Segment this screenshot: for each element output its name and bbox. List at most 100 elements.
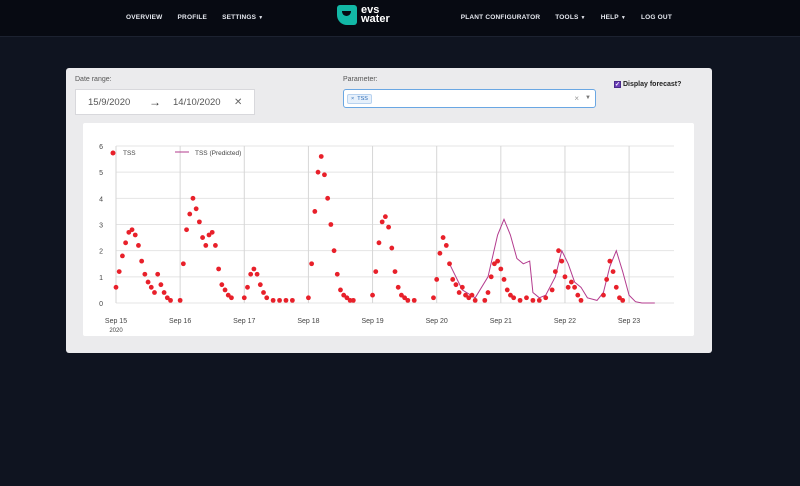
data-point bbox=[572, 284, 577, 290]
data-point bbox=[142, 271, 148, 277]
data-point bbox=[180, 261, 186, 267]
caret-down-icon: ▼ bbox=[620, 15, 626, 21]
data-point bbox=[129, 227, 135, 233]
chevron-down-icon[interactable]: ▼ bbox=[585, 95, 591, 101]
y-tick-label: 6 bbox=[99, 144, 103, 151]
data-point bbox=[257, 282, 263, 288]
data-point bbox=[501, 277, 507, 282]
x-tick-label: Sep 18 bbox=[297, 318, 319, 325]
data-point bbox=[562, 274, 568, 280]
data-point bbox=[200, 235, 205, 240]
data-point bbox=[492, 261, 497, 267]
data-point bbox=[610, 269, 616, 274]
data-point bbox=[379, 219, 385, 225]
x-tick-label: Sep 23 bbox=[618, 318, 640, 325]
data-point bbox=[203, 243, 209, 248]
data-point bbox=[370, 292, 375, 298]
data-point bbox=[190, 195, 196, 201]
y-tick-label: 2 bbox=[99, 249, 103, 256]
logo-line1: evs bbox=[361, 4, 380, 16]
nav-plant-configurator[interactable]: PLANT CONFIGURATOR bbox=[460, 14, 541, 21]
data-point bbox=[248, 271, 254, 277]
x-year-label: 2020 bbox=[109, 328, 123, 334]
data-point bbox=[322, 172, 327, 178]
data-point bbox=[463, 292, 468, 298]
arrow-right-icon: → bbox=[149, 95, 161, 109]
y-tick-label: 1 bbox=[99, 275, 103, 282]
clear-date-icon[interactable]: ✕ bbox=[234, 96, 243, 108]
nav-tools[interactable]: TOOLS ▼ bbox=[555, 14, 585, 21]
data-point bbox=[219, 282, 225, 288]
chart-card: 0 1 2 3 4 5 6 Sep 15 Sep 16 Sep 17 Sep 18 Sep 19 Sep… bbox=[83, 123, 694, 336]
nav-overview[interactable]: OVERVIEW bbox=[126, 14, 163, 21]
data-point bbox=[168, 297, 173, 303]
data-point bbox=[543, 295, 549, 301]
nav-help-label: HELP bbox=[600, 14, 619, 21]
data-point bbox=[123, 240, 129, 246]
start-date-input[interactable]: 15/9/2020 bbox=[88, 96, 131, 108]
nav-right-group: PLANT CONFIGURATOR TOOLS ▼ HELP ▼ LOG OUT bbox=[461, 14, 672, 21]
y-tick-label: 5 bbox=[99, 170, 103, 177]
forecast-toggle[interactable]: ✓ Display forecast? bbox=[614, 81, 681, 88]
logo-icon bbox=[337, 5, 357, 25]
data-point bbox=[549, 287, 555, 293]
data-point bbox=[158, 282, 164, 288]
data-point bbox=[325, 195, 331, 201]
nav-logout[interactable]: LOG OUT bbox=[640, 14, 672, 21]
main-panel: Date range: 15/9/2020 → 14/10/2020 ✕ Par… bbox=[66, 68, 712, 353]
x-tick-label: Sep 19 bbox=[361, 318, 383, 325]
app-logo[interactable]: evs water bbox=[337, 5, 390, 25]
data-point bbox=[450, 277, 456, 282]
data-point bbox=[206, 232, 212, 238]
data-point bbox=[136, 243, 141, 248]
data-point bbox=[578, 297, 584, 303]
y-tick-label: 4 bbox=[99, 196, 103, 203]
data-point bbox=[196, 219, 202, 225]
nav-tools-label: TOOLS bbox=[555, 14, 579, 21]
parameter-chip: × TSS bbox=[347, 94, 372, 104]
data-point bbox=[312, 209, 318, 214]
data-point bbox=[482, 297, 488, 303]
forecast-checkbox[interactable]: ✓ bbox=[614, 81, 621, 88]
y-tick-label: 0 bbox=[99, 301, 103, 308]
data-point bbox=[264, 295, 270, 301]
data-point bbox=[254, 271, 260, 277]
data-point bbox=[331, 248, 337, 254]
caret-down-icon: ▼ bbox=[580, 15, 586, 21]
data-point bbox=[245, 284, 250, 290]
x-tick-label: Sep 17 bbox=[233, 318, 255, 325]
nav-help[interactable]: HELP ▼ bbox=[601, 14, 626, 21]
data-point bbox=[306, 295, 311, 301]
data-point bbox=[213, 243, 218, 248]
data-point bbox=[216, 266, 222, 272]
legend-label-tss-predicted: TSS (Predicted) bbox=[195, 150, 241, 157]
data-point bbox=[261, 290, 266, 295]
data-point bbox=[440, 235, 446, 240]
data-point bbox=[469, 292, 475, 298]
data-point bbox=[120, 253, 125, 259]
end-date-input[interactable]: 14/10/2020 bbox=[173, 96, 221, 108]
data-point bbox=[447, 261, 452, 267]
data-point bbox=[601, 292, 606, 298]
data-point bbox=[568, 279, 574, 285]
data-point bbox=[411, 297, 417, 303]
date-range-picker[interactable]: 15/9/2020 → 14/10/2020 ✕ bbox=[75, 89, 255, 115]
data-point bbox=[318, 154, 324, 159]
nav-settings[interactable]: SETTINGS ▼ bbox=[222, 14, 263, 21]
data-point bbox=[116, 269, 122, 274]
nav-profile[interactable]: PROFILE bbox=[177, 14, 208, 21]
data-point bbox=[556, 248, 561, 254]
caret-down-icon: ▼ bbox=[258, 15, 264, 21]
data-point bbox=[315, 169, 321, 175]
data-point bbox=[559, 258, 565, 264]
clear-parameter-icon[interactable]: × bbox=[574, 94, 579, 103]
chip-remove-icon[interactable]: × bbox=[351, 96, 355, 102]
data-point bbox=[334, 271, 340, 277]
data-point bbox=[456, 290, 462, 295]
data-point bbox=[251, 266, 257, 272]
parameter-select[interactable]: × TSS × ▼ bbox=[343, 89, 596, 108]
data-point bbox=[466, 295, 472, 301]
data-point bbox=[341, 292, 347, 298]
data-point bbox=[241, 295, 247, 301]
top-navbar: OVERVIEW PROFILE SETTINGS ▼ evs water PLA… bbox=[0, 0, 800, 37]
